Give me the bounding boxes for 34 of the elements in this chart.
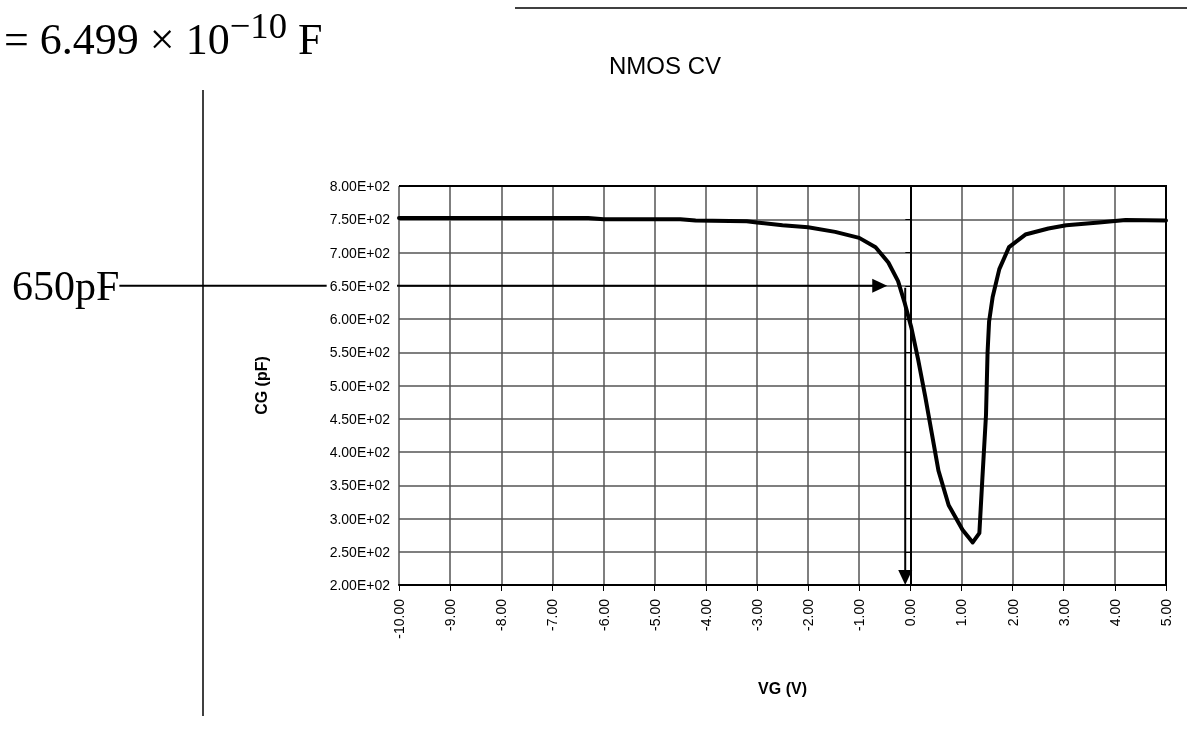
y-tick-label: 2.00E+02 [329, 577, 391, 593]
y-axis-title: CG (pF) [252, 356, 270, 415]
x-tick-label: 4.00 [1106, 598, 1123, 627]
x-tick-label: -5.00 [646, 598, 663, 631]
x-tick-label: -10.00 [391, 598, 407, 639]
y-tick-label: 3.50E+02 [329, 477, 391, 494]
x-axis-title: VG (V) [758, 679, 807, 697]
x-tick-label: -2.00 [800, 598, 817, 631]
x-tick-label: -3.00 [748, 598, 765, 631]
x-tick-label: 5.00 [1158, 598, 1174, 627]
x-tick-label: 3.00 [1055, 598, 1072, 627]
y-tick-label: 7.00E+02 [329, 244, 391, 261]
y-tick-label: 5.00E+02 [329, 377, 391, 394]
x-tick-label: -4.00 [697, 598, 714, 631]
chart-title: NMOS CV [608, 51, 722, 79]
y-tick-label: 5.50E+02 [329, 344, 391, 361]
y-tick-label: 2.50E+02 [329, 543, 391, 560]
y-tick-label: 8.00E+02 [329, 178, 391, 194]
y-tick-label: 3.00E+02 [329, 510, 391, 527]
x-tick-label: -9.00 [442, 598, 459, 631]
x-tick-label: -6.00 [595, 598, 612, 631]
y-tick-label: 6.50E+02 [329, 277, 391, 294]
y-tick-label: 7.50E+02 [329, 211, 391, 228]
y-tick-label: 4.50E+02 [329, 410, 391, 427]
x-tick-label: 0.00 [902, 598, 919, 627]
y-tick-label: 6.00E+02 [329, 311, 391, 327]
x-tick-label: -1.00 [851, 598, 868, 631]
x-tick-label: -8.00 [493, 598, 510, 631]
x-tick-label: -7.00 [544, 598, 561, 631]
x-tick-label: 1.00 [953, 598, 970, 627]
x-tick-label: 2.00 [1004, 598, 1021, 627]
y-tick-label: 4.00E+02 [329, 444, 391, 460]
ref-line-label: 650pF [12, 261, 120, 310]
text: = 6.499 × 10$^{−10}$ F [4, 4, 323, 65]
